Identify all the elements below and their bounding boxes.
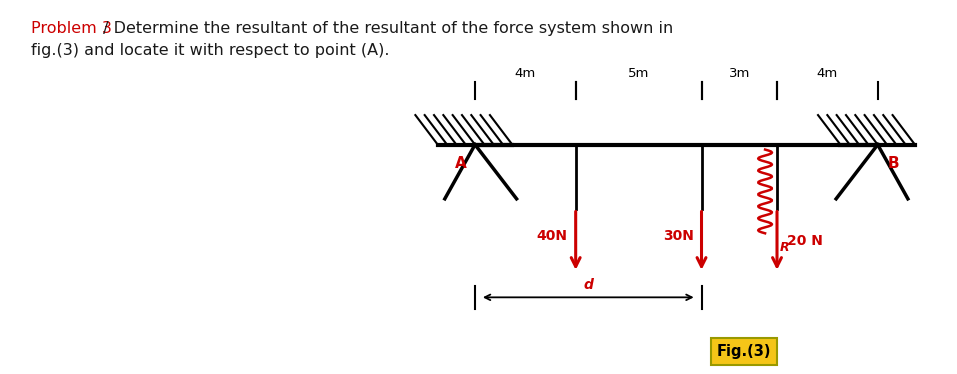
Text: 3m: 3m bbox=[728, 67, 750, 80]
Text: d: d bbox=[584, 278, 593, 292]
Text: A: A bbox=[456, 156, 467, 171]
Text: 4m: 4m bbox=[515, 67, 536, 80]
Text: Problem 3: Problem 3 bbox=[31, 21, 111, 37]
Text: 30N: 30N bbox=[662, 229, 694, 243]
Text: 20 N: 20 N bbox=[787, 234, 823, 248]
Text: fig.(3) and locate it with respect to point (A).: fig.(3) and locate it with respect to po… bbox=[31, 43, 389, 58]
Text: 40N: 40N bbox=[537, 229, 568, 243]
Text: R: R bbox=[780, 241, 790, 254]
Text: B: B bbox=[887, 156, 900, 171]
Text: Fig.(3): Fig.(3) bbox=[717, 344, 771, 359]
Text: 5m: 5m bbox=[628, 67, 649, 80]
Text: / Determine the resultant of the resultant of the force system shown in: / Determine the resultant of the resulta… bbox=[99, 21, 674, 37]
Text: 4m: 4m bbox=[816, 67, 838, 80]
